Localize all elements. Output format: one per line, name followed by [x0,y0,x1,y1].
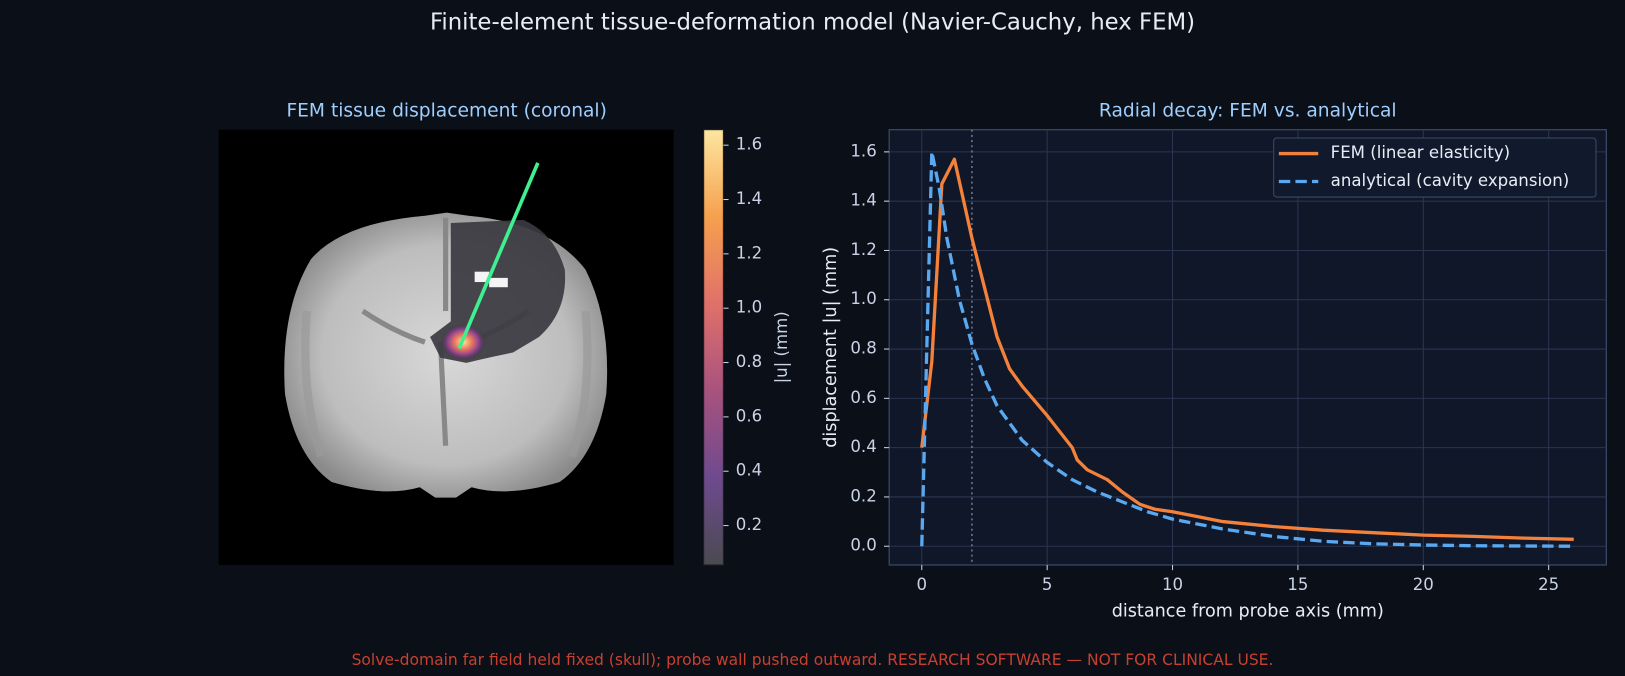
x-tick-label: 0 [917,575,928,594]
y-tick-label: 0.6 [850,388,876,407]
colorbar-tick-label: 0.6 [736,406,762,425]
legend-label: FEM (linear elasticity) [1331,143,1510,162]
x-tick-label: 5 [1042,575,1053,594]
y-tick-label: 0.2 [850,486,876,505]
colorbar-tick-label: 1.0 [736,298,762,317]
y-tick-label: 0.0 [850,536,876,555]
colorbar-label: |u| (mm) [772,311,791,383]
x-tick-label: 15 [1287,575,1308,594]
colorbar-tick-label: 0.8 [736,352,762,371]
legend-label: analytical (cavity expansion) [1331,171,1570,190]
colorbar-tick-label: 1.2 [736,243,762,262]
x-tick-label: 25 [1538,575,1559,594]
colorbar-tick-label: 0.2 [736,515,762,534]
x-tick-label: 20 [1413,575,1434,594]
figure-title: Finite-element tissue-deformation model … [430,9,1195,35]
colorbar [703,129,724,566]
x-tick-label: 10 [1162,575,1183,594]
series-line [920,150,1574,548]
y-tick-label: 1.0 [850,289,876,308]
legend-box [1273,137,1597,198]
series-line [920,157,1574,541]
footer-note: Solve-domain far field held fixed (skull… [352,651,1274,669]
colorbar-tick-label: 1.4 [736,189,762,208]
panel-title: FEM tissue displacement (coronal) [286,101,606,122]
brain-image [218,129,674,565]
panel-title: Radial decay: FEM vs. analytical [1099,101,1397,122]
y-tick-label: 0.4 [850,437,876,456]
y-tick-label: 1.4 [850,191,876,210]
y-axis-label: displacement |u| (mm) [821,247,841,448]
y-tick-label: 1.2 [850,240,876,259]
y-tick-label: 1.6 [850,141,876,160]
y-tick-label: 0.8 [850,339,876,358]
colorbar-tick-label: 0.4 [736,461,762,480]
plot-area [888,129,1607,566]
x-axis-label: distance from probe axis (mm) [1112,602,1384,622]
colorbar-tick-label: 1.6 [736,135,762,154]
